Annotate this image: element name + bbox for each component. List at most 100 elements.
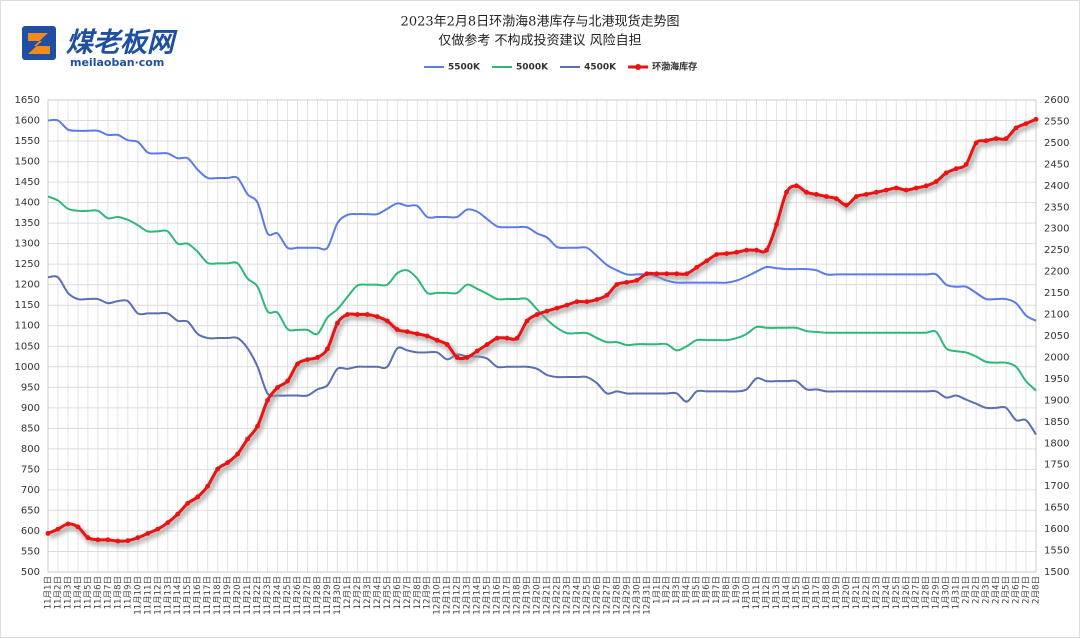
x-tick-label: 11月29日 — [323, 576, 333, 615]
point-marker — [484, 342, 490, 347]
x-tick-label: 11月27日 — [303, 576, 313, 615]
y2-tick-label: 1600 — [1044, 524, 1069, 535]
y2-tick-label: 2450 — [1044, 159, 1069, 170]
y2-tick-label: 2350 — [1044, 202, 1069, 213]
point-marker — [963, 161, 969, 167]
x-tick-label: 1月18日 — [822, 576, 832, 609]
x-tick-label: 1月27日 — [912, 576, 922, 609]
x-tick-label: 11月28日 — [313, 576, 323, 615]
point-marker — [714, 252, 720, 257]
y-tick-label: 700 — [21, 485, 40, 496]
point-marker — [734, 249, 740, 255]
x-tick-label: 12月17日 — [503, 576, 513, 615]
point-marker — [514, 335, 520, 341]
point-marker — [305, 357, 310, 362]
point-marker — [1033, 116, 1039, 122]
x-tick-label: 11月15日 — [183, 576, 193, 615]
point-marker — [684, 271, 690, 277]
y-tick-label: 1500 — [15, 157, 40, 168]
point-marker — [464, 355, 470, 360]
point-marker — [285, 378, 290, 384]
point-marker — [814, 192, 819, 197]
point-marker — [843, 202, 849, 208]
point-marker — [454, 355, 460, 360]
point-marker — [255, 423, 260, 429]
logo-url: meilaoban·com — [70, 56, 164, 69]
x-tick-label: 1月21日 — [852, 576, 862, 609]
point-marker — [494, 335, 500, 341]
y2-tick-label: 1750 — [1044, 460, 1069, 471]
point-marker — [1013, 125, 1019, 131]
point-marker — [275, 385, 280, 390]
y-tick-label: 550 — [21, 546, 40, 557]
x-tick-label: 12月11日 — [443, 576, 453, 615]
point-marker — [434, 337, 440, 343]
x-tick-label: 1月3日 — [672, 576, 682, 604]
point-marker — [993, 136, 999, 142]
point-marker — [344, 312, 350, 317]
point-marker — [335, 320, 340, 326]
y-tick-label: 1650 — [15, 95, 40, 106]
x-tick-label: 12月5日 — [383, 576, 393, 609]
x-tick-label: 1月10日 — [742, 576, 752, 609]
x-tick-label: 11月14日 — [173, 576, 183, 615]
point-marker — [534, 312, 540, 317]
x-tick-label: 2月7日 — [1022, 576, 1032, 604]
x-tick-label: 12月25日 — [582, 576, 592, 615]
x-tick-label: 12月4日 — [373, 576, 383, 609]
point-marker — [564, 302, 570, 308]
point-marker — [215, 466, 221, 472]
x-tick-label: 1月20日 — [842, 576, 852, 609]
point-marker — [973, 140, 979, 146]
x-tick-label: 12月6日 — [393, 576, 403, 609]
x-tick-label: 1月26日 — [902, 576, 912, 609]
y2-tick-label: 2100 — [1044, 310, 1069, 321]
y-tick-label: 1350 — [15, 218, 40, 229]
x-tick-label: 1月31日 — [952, 576, 962, 609]
y2-tick-label: 1550 — [1044, 546, 1069, 557]
x-tick-label: 1月28日 — [922, 576, 932, 609]
point-marker — [933, 179, 939, 184]
y-tick-label: 1600 — [15, 116, 40, 127]
point-marker — [444, 342, 450, 347]
y-tick-label: 950 — [21, 382, 40, 393]
x-tick-label: 11月24日 — [273, 576, 283, 615]
x-tick-label: 11月26日 — [293, 576, 303, 615]
y2-tick-label: 2150 — [1044, 288, 1069, 299]
point-marker — [325, 346, 330, 352]
chart-title: 2023年2月8日环渤海8港库存与北港现货走势图 — [401, 14, 680, 30]
x-tick-label: 11月8日 — [113, 576, 123, 609]
x-tick-label: 11月12日 — [153, 576, 163, 615]
point-marker — [165, 520, 171, 526]
point-marker — [394, 327, 400, 332]
y-tick-label: 800 — [21, 444, 40, 455]
x-tick-label: 1月7日 — [712, 576, 722, 604]
point-marker — [664, 271, 670, 277]
y-tick-label: 650 — [21, 505, 40, 516]
point-marker — [644, 271, 650, 277]
point-marker — [145, 530, 151, 536]
x-tick-label: 11月30日 — [333, 576, 343, 615]
point-marker — [75, 524, 81, 530]
x-tick-label: 12月21日 — [542, 576, 552, 615]
point-marker — [584, 299, 590, 305]
point-marker — [614, 282, 620, 287]
point-marker — [764, 247, 769, 253]
x-tick-label: 1月25日 — [892, 576, 902, 609]
x-tick-label: 12月30日 — [632, 576, 642, 615]
point-marker — [574, 299, 580, 305]
point-marker — [195, 494, 201, 500]
x-tick-label: 12月1日 — [343, 576, 353, 609]
y-tick-label: 1050 — [15, 341, 40, 352]
x-tick-label: 12月24日 — [572, 576, 582, 615]
point-marker — [903, 187, 909, 193]
x-tick-label: 11月25日 — [283, 576, 293, 615]
x-tick-label: 12月12日 — [453, 576, 463, 615]
x-tick-label: 12月28日 — [612, 576, 622, 615]
point-marker — [265, 397, 270, 403]
legend-marker — [635, 64, 642, 70]
point-marker — [155, 526, 161, 532]
legend-label: 环渤海库存 — [652, 61, 697, 73]
y2-tick-label: 2600 — [1044, 95, 1069, 106]
